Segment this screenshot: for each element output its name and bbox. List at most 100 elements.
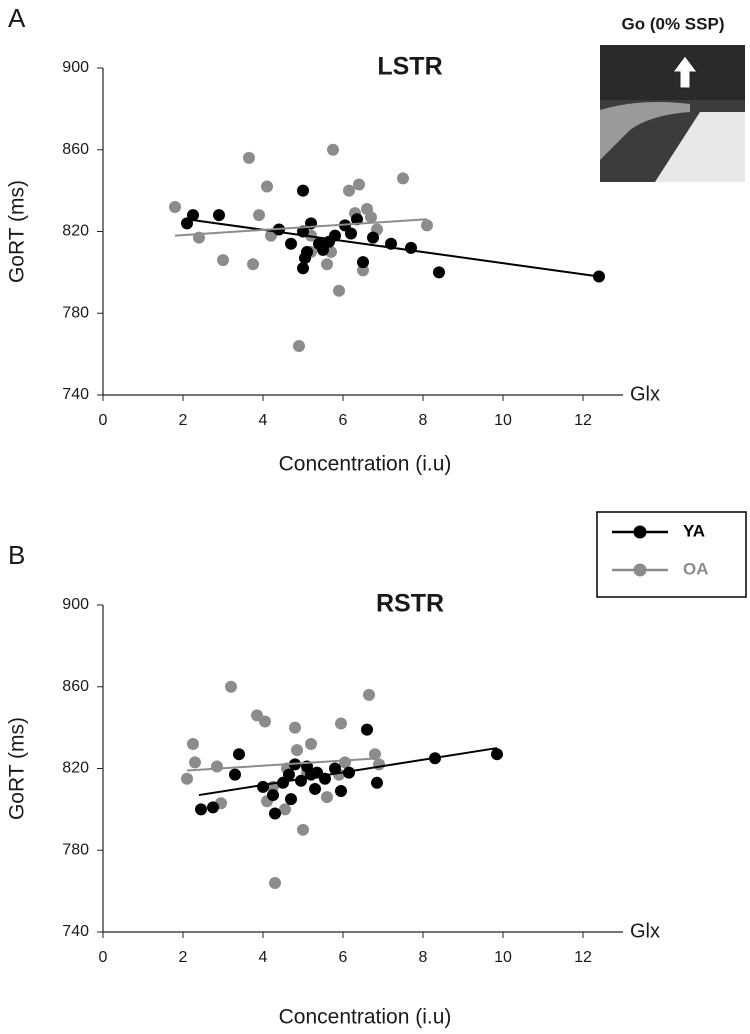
data-point [229, 768, 241, 781]
data-point [335, 784, 347, 797]
legend [596, 511, 747, 598]
axis-end-label: Glx [630, 920, 660, 942]
data-point [247, 258, 259, 271]
y-tick-label: 860 [62, 141, 89, 158]
data-point [181, 772, 193, 785]
inset-photo [600, 45, 745, 182]
trend-line [186, 218, 600, 278]
data-point [261, 180, 273, 193]
inset-title: Go (0% SSP) [622, 14, 725, 33]
data-point [269, 876, 281, 889]
data-point [243, 151, 255, 164]
x-tick-label: 4 [259, 412, 268, 429]
data-point [329, 762, 341, 775]
x-axis-label: Concentration (i.u) [279, 1006, 452, 1029]
x-axis-label: Concentration (i.u) [279, 453, 452, 476]
y-tick-label: 740 [62, 923, 89, 940]
data-point [297, 184, 309, 197]
panel-letter: B [8, 540, 25, 570]
data-point [371, 776, 383, 789]
data-point [295, 774, 307, 787]
data-point [267, 789, 279, 802]
data-point [213, 209, 225, 222]
legend-label: OA [683, 559, 709, 578]
data-point [373, 758, 385, 771]
y-tick-label: 780 [62, 841, 89, 858]
data-point [225, 680, 237, 693]
data-point [343, 766, 355, 779]
data-point [169, 200, 181, 213]
x-tick-label: 10 [494, 412, 512, 429]
data-point [289, 721, 301, 734]
x-tick-label: 2 [179, 412, 188, 429]
x-tick-label: 0 [99, 949, 108, 966]
y-tick-label: 820 [62, 223, 89, 240]
data-point [285, 793, 297, 806]
x-tick-label: 6 [339, 412, 348, 429]
panel-letter: A [8, 3, 26, 33]
data-point [279, 803, 291, 816]
data-point [339, 756, 351, 769]
data-point [305, 737, 317, 750]
y-tick-label: 740 [62, 386, 89, 403]
chart-title: LSTR [377, 53, 442, 81]
y-tick-label: 780 [62, 304, 89, 321]
x-tick-label: 8 [419, 412, 428, 429]
data-point [195, 803, 207, 816]
data-point [301, 245, 313, 258]
data-point [283, 768, 295, 781]
data-point [211, 760, 223, 773]
data-point [361, 723, 373, 736]
y-tick-label: 900 [62, 596, 89, 613]
trend-line [198, 747, 498, 797]
data-point [335, 717, 347, 730]
y-tick-label: 860 [62, 678, 89, 695]
data-point [187, 737, 199, 750]
data-point [207, 801, 219, 814]
trend-line [186, 757, 380, 772]
data-point [233, 748, 245, 761]
data-point [321, 791, 333, 804]
data-point [327, 143, 339, 156]
data-point [253, 209, 265, 222]
x-tick-label: 0 [99, 412, 108, 429]
data-point [369, 748, 381, 761]
data-point [291, 744, 303, 757]
data-point [297, 262, 309, 275]
x-tick-label: 6 [339, 949, 348, 966]
data-point [357, 256, 369, 269]
x-tick-label: 12 [574, 412, 592, 429]
legend-marker [633, 563, 647, 577]
data-point [187, 209, 199, 222]
y-axis-label: GoRT (ms) [6, 180, 29, 283]
data-point [491, 748, 503, 761]
y-tick-label: 820 [62, 760, 89, 777]
data-point [309, 782, 321, 795]
axis-end-label: Glx [630, 383, 660, 405]
y-tick-label: 900 [62, 59, 89, 76]
data-point [421, 219, 433, 232]
data-point [259, 715, 271, 728]
x-tick-label: 8 [419, 949, 428, 966]
chart-title: RSTR [376, 590, 444, 618]
legend-label: YA [683, 521, 705, 540]
data-point [365, 211, 377, 224]
data-point [297, 823, 309, 836]
data-point [257, 780, 269, 793]
x-tick-label: 4 [259, 949, 268, 966]
data-point [217, 254, 229, 267]
data-point [189, 756, 201, 769]
data-point [293, 339, 305, 352]
data-point [285, 237, 297, 250]
data-point [269, 807, 281, 820]
x-tick-label: 10 [494, 949, 512, 966]
data-point [405, 241, 417, 254]
data-point [343, 184, 355, 197]
data-point [333, 284, 345, 297]
data-point [397, 172, 409, 185]
x-tick-label: 12 [574, 949, 592, 966]
data-point [321, 258, 333, 271]
data-point [433, 266, 445, 279]
data-point [363, 688, 375, 701]
